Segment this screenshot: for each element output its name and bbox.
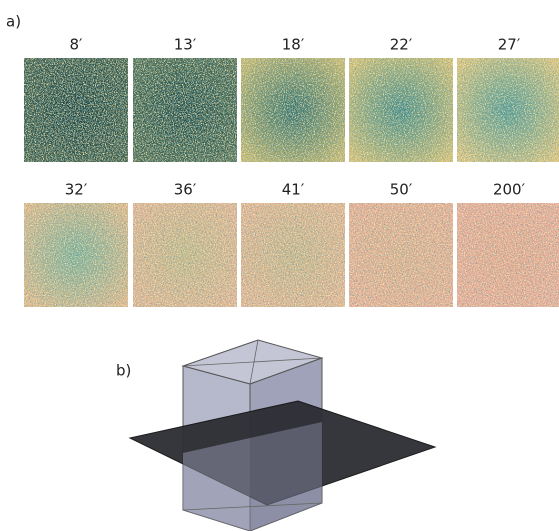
time-label: 18′ [282, 36, 305, 54]
image-tile [133, 203, 237, 307]
image-tile [24, 58, 128, 162]
image-tile [241, 58, 345, 162]
tile-grid: 8′ 13′ 18′ 22′ 27′ 32′ 36′ 41′ 50′ 200′ [24, 36, 559, 308]
cube-below [250, 422, 322, 531]
time-label: 8′ [70, 36, 84, 54]
time-label: 200′ [493, 181, 526, 199]
time-label: 32′ [65, 181, 88, 199]
time-label: 13′ [174, 36, 197, 54]
time-label: 27′ [498, 36, 521, 54]
time-label: 36′ [174, 181, 197, 199]
cube-diagram [130, 340, 435, 531]
image-tile [241, 203, 345, 307]
time-label: 41′ [282, 181, 305, 199]
image-tile [24, 203, 128, 307]
figure: a) 8′ 13′ 18′ 22′ 27′ 32′ 36′ 41′ 50′ 200′ b) [0, 0, 559, 531]
time-label: 50′ [390, 181, 413, 199]
image-tile [457, 58, 559, 162]
image-tile [457, 203, 559, 307]
image-tile [349, 203, 453, 307]
panel-label: a) [6, 13, 21, 31]
image-tile [133, 58, 237, 162]
panel-label: b) [116, 362, 131, 380]
cube-below [183, 438, 250, 531]
image-tile [349, 58, 453, 162]
time-label: 22′ [390, 36, 413, 54]
